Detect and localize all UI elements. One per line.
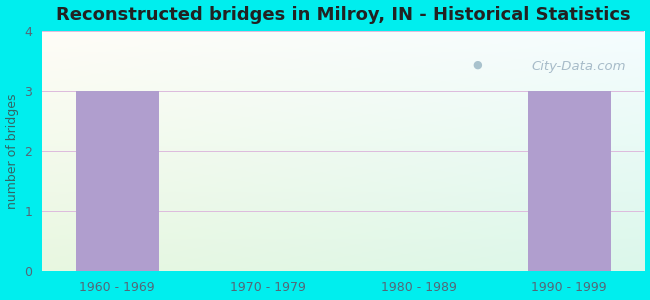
Bar xyxy=(76,91,159,271)
Y-axis label: number of bridges: number of bridges xyxy=(6,93,19,208)
Text: ●: ● xyxy=(473,59,482,70)
Bar xyxy=(528,91,610,271)
Text: City-Data.com: City-Data.com xyxy=(532,59,627,73)
Title: Reconstructed bridges in Milroy, IN - Historical Statistics: Reconstructed bridges in Milroy, IN - Hi… xyxy=(56,6,630,24)
